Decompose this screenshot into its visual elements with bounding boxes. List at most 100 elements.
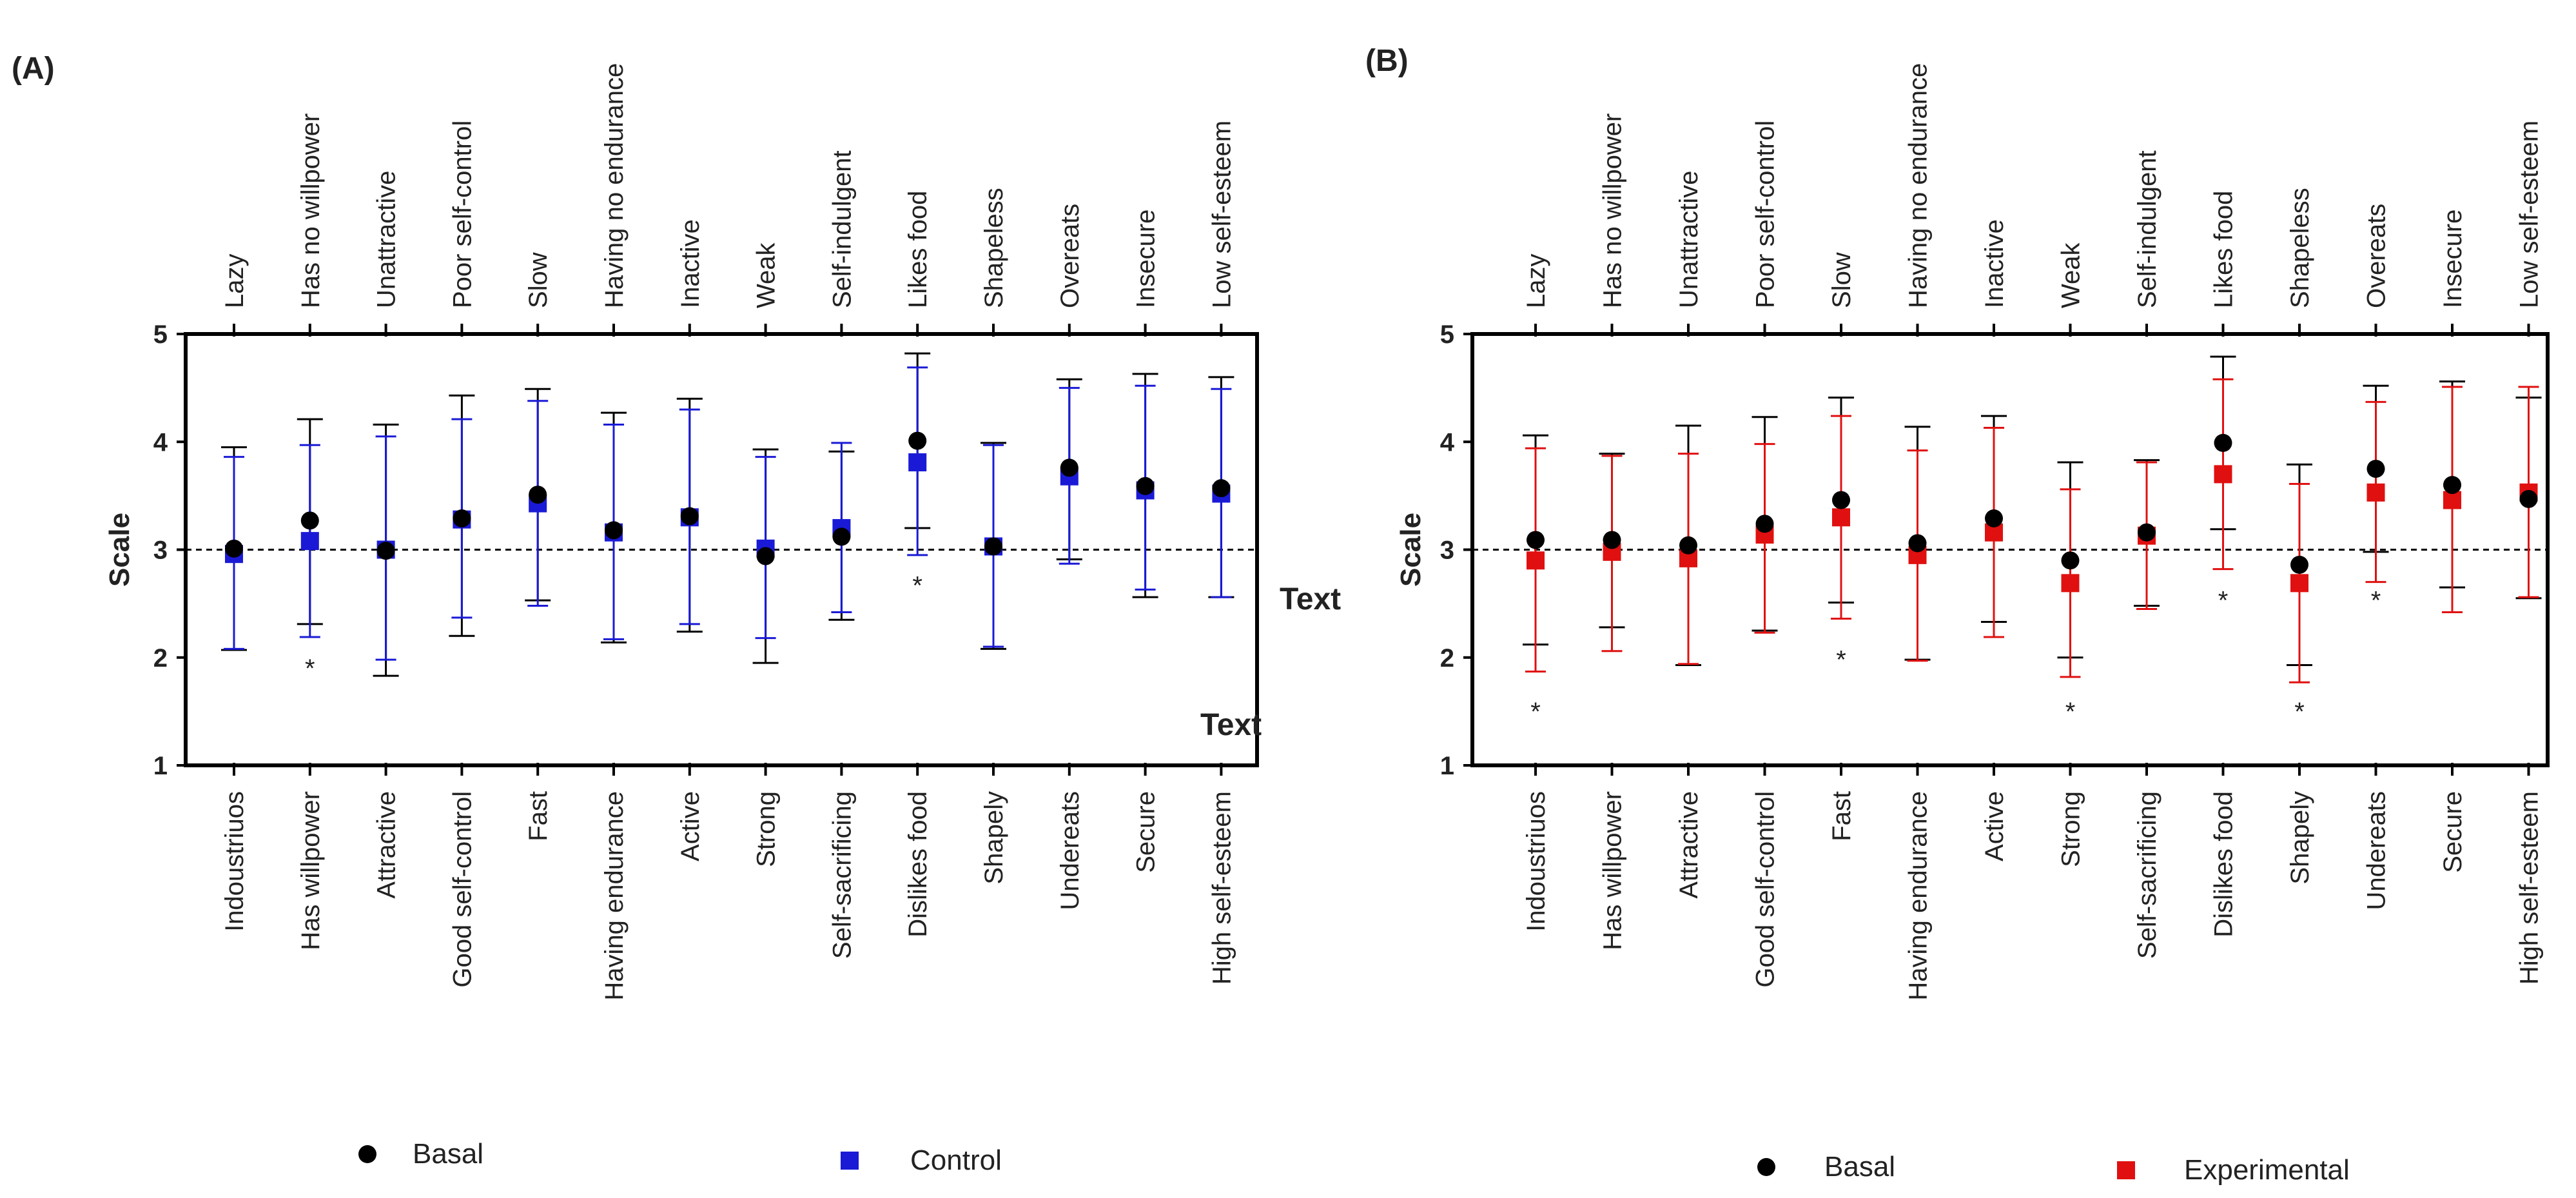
text-annotation: Text — [1200, 708, 1262, 742]
top-category-label: Poor self-control — [448, 121, 476, 308]
significance-star: * — [305, 654, 315, 683]
point-basal — [529, 486, 547, 504]
bottom-category-label: Having endurance — [1904, 791, 1933, 1001]
top-category-label: Lazy — [220, 254, 249, 309]
panel-a: (A) 1 2 3 4 5 Scale Lazy Has no willpower Unattra… — [12, 52, 1341, 1176]
point-experimental — [2290, 574, 2308, 593]
top-category-label: Shapeless — [980, 188, 1008, 308]
point-basal — [2443, 476, 2461, 495]
point-basal — [225, 539, 243, 558]
top-category-label: Unattractive — [1675, 171, 1703, 308]
top-category-label: Likes food — [2210, 191, 2238, 308]
point-experimental — [2061, 574, 2080, 593]
point-basal — [1603, 531, 1621, 549]
bottom-category-label: Indoustriuos — [1522, 791, 1550, 932]
top-category-label: Inactive — [1980, 219, 2009, 308]
legend-label: Basal — [1824, 1151, 1895, 1183]
legend-label: Experimental — [2184, 1154, 2350, 1186]
y-axis-title: Scale — [1395, 513, 1427, 587]
point-basal — [2214, 433, 2232, 452]
point-basal — [680, 507, 699, 525]
bottom-category-label: Good self-control — [448, 791, 476, 988]
point-basal — [2290, 555, 2308, 574]
y-tick-label: 3 — [153, 536, 168, 565]
top-category-label: Low self-esteem — [2515, 121, 2544, 308]
y-tick-label: 4 — [153, 428, 168, 457]
top-category-label: Unattractive — [373, 171, 401, 308]
point-experimental — [1527, 551, 1545, 570]
bottom-category-label: Active — [1980, 791, 2009, 861]
point-basal — [1679, 536, 1697, 555]
bottom-category-label: Indoustriuos — [220, 791, 249, 932]
legend-marker-basal — [358, 1145, 376, 1163]
y-tick-label: 5 — [153, 320, 168, 349]
y-axis-title: Scale — [104, 513, 135, 587]
significance-star: * — [2294, 698, 2305, 726]
bottom-category-label: Has willpower — [297, 791, 325, 950]
bottom-category-label: Dislikes food — [2210, 791, 2238, 938]
point-basal — [832, 527, 851, 546]
bottom-category-label: Good self-control — [1751, 791, 1780, 988]
top-category-label: Poor self-control — [1751, 121, 1780, 308]
bottom-category-label: High self-esteem — [1207, 791, 1236, 985]
y-tick-label: 3 — [1440, 536, 1454, 565]
point-experimental — [2443, 491, 2461, 509]
legend-marker-control — [841, 1152, 859, 1170]
point-basal — [2519, 489, 2538, 508]
bottom-category-label: Secure — [2439, 791, 2467, 873]
top-category-label: Lazy — [1522, 254, 1550, 309]
top-category-label: Self-indulgent — [828, 150, 856, 308]
bottom-category-label: Undereats — [2363, 791, 2391, 910]
point-basal — [605, 521, 623, 540]
top-category-label: Insecure — [1132, 210, 1160, 308]
legend-label: Basal — [413, 1138, 483, 1170]
top-category-label: Low self-esteem — [1207, 121, 1236, 308]
bottom-category-label: Active — [676, 791, 705, 861]
top-category-label: Overeats — [2363, 204, 2391, 308]
top-category-label: Inactive — [676, 219, 705, 308]
text-annotation: Text — [1280, 582, 1341, 616]
bottom-category-label: Self-sacrificing — [828, 791, 856, 959]
significance-star: * — [1836, 646, 1846, 674]
point-basal — [984, 537, 1002, 556]
y-tick-label: 1 — [153, 752, 168, 780]
point-basal — [1212, 479, 1231, 498]
point-basal — [1832, 491, 1850, 509]
point-basal — [1527, 531, 1545, 549]
bottom-category-label: Secure — [1132, 791, 1160, 873]
bottom-category-label: Dislikes food — [904, 791, 932, 938]
bottom-category-label: High self-esteem — [2515, 791, 2544, 985]
legend-marker-experimental — [2117, 1161, 2135, 1179]
top-category-label: Weak — [2057, 242, 2085, 308]
point-basal — [453, 509, 471, 527]
significance-star: * — [2218, 587, 2229, 615]
bottom-category-label: Has willpower — [1599, 791, 1627, 950]
point-basal — [300, 511, 319, 530]
point-control — [908, 453, 927, 472]
point-basal — [2366, 460, 2385, 478]
bottom-category-label: Strong — [2057, 791, 2085, 867]
bottom-category-label: Having endurance — [600, 791, 629, 1001]
point-basal — [1755, 515, 1774, 533]
y-tick-label: 5 — [1440, 320, 1454, 349]
bottom-category-label: Shapely — [980, 791, 1008, 885]
top-category-label: Shapeless — [2286, 188, 2314, 308]
panel-label: (B) — [1365, 44, 1409, 78]
y-tick-label: 4 — [1440, 428, 1455, 457]
point-experimental — [2214, 465, 2232, 484]
top-category-label: Has no willpower — [1599, 113, 1627, 308]
point-basal — [756, 547, 775, 565]
point-experimental — [1832, 508, 1850, 527]
bottom-category-label: Fast — [1828, 791, 1856, 841]
y-tick-label: 2 — [1440, 644, 1454, 673]
point-basal — [1136, 476, 1155, 495]
significance-star: * — [1530, 698, 1541, 726]
significance-star: * — [2065, 698, 2076, 726]
panel-b: (B) 1 2 3 4 5 Scale Lazy Has no willpower Unattra… — [1365, 44, 2550, 1186]
point-experimental — [2366, 483, 2385, 502]
y-tick-label: 2 — [153, 644, 168, 673]
point-basal — [1985, 509, 2003, 527]
point-basal — [376, 542, 395, 560]
bottom-category-label: Shapely — [2286, 791, 2314, 885]
